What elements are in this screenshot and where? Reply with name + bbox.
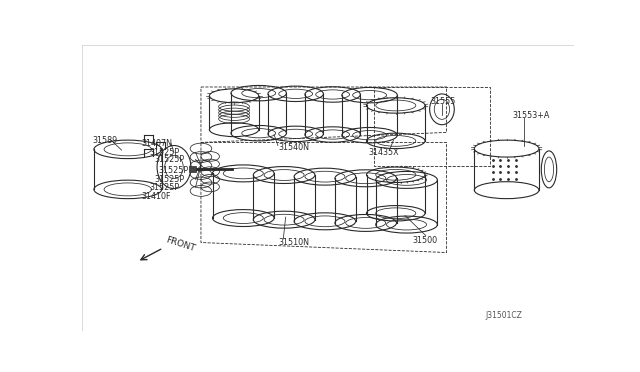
Text: 31525P: 31525P <box>149 148 179 157</box>
Text: 31525P: 31525P <box>155 175 185 184</box>
Text: 31589: 31589 <box>92 136 118 145</box>
Text: 31525P: 31525P <box>149 183 179 192</box>
Text: 31510N: 31510N <box>278 238 309 247</box>
Text: 31435X: 31435X <box>368 148 399 157</box>
Text: 31553+A: 31553+A <box>513 111 550 120</box>
Text: 31540N: 31540N <box>278 143 309 152</box>
Text: 31525P: 31525P <box>159 166 189 176</box>
Text: 31410F: 31410F <box>141 192 171 201</box>
Text: J31501CZ: J31501CZ <box>485 311 522 320</box>
Text: 31500: 31500 <box>413 236 438 245</box>
Bar <box>189 166 196 173</box>
Text: FRONT: FRONT <box>164 235 196 253</box>
Text: 31525P: 31525P <box>155 155 185 164</box>
Text: 31555: 31555 <box>431 97 456 106</box>
Text: 31407N: 31407N <box>141 139 173 148</box>
